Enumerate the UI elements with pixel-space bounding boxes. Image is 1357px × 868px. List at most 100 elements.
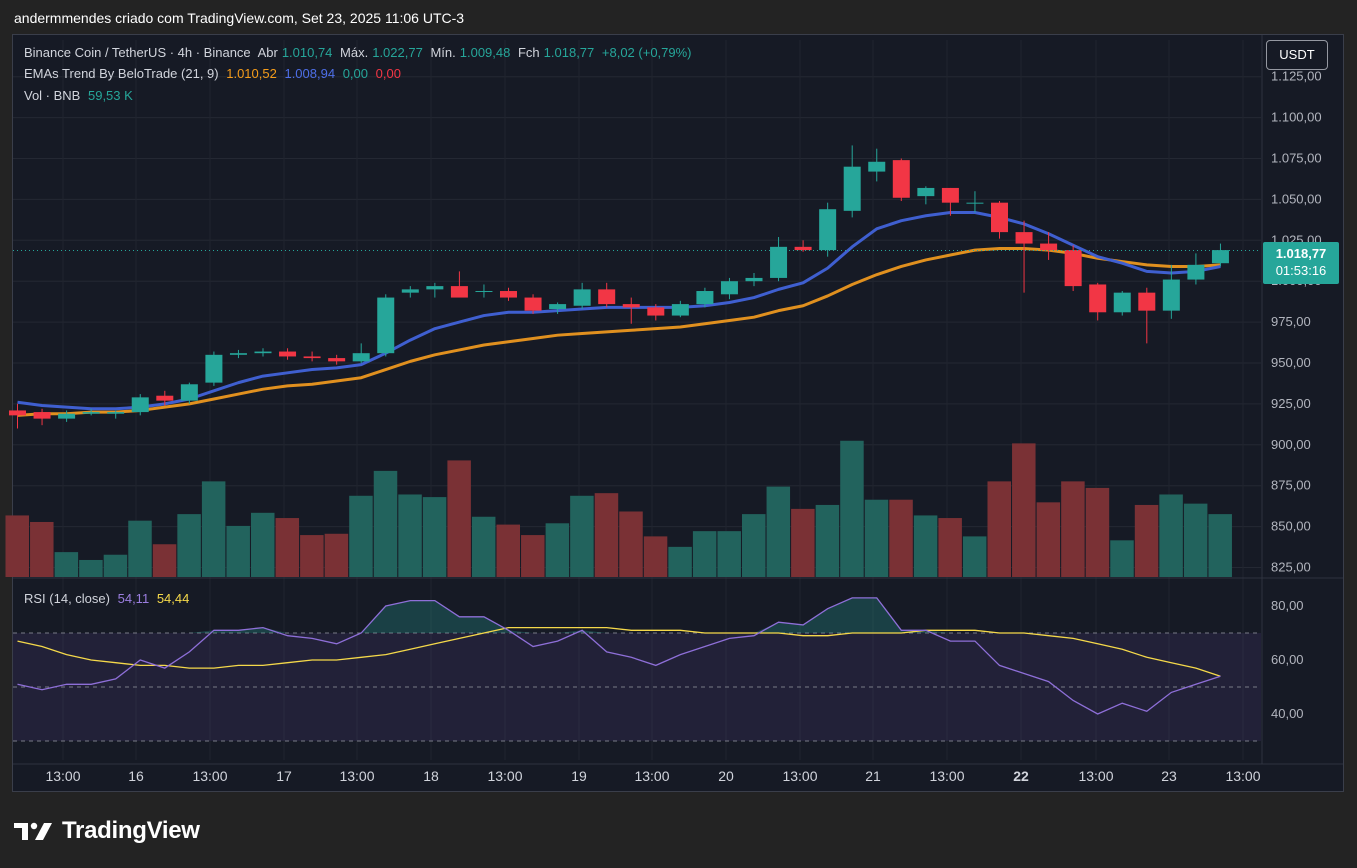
candle-body: [941, 187, 959, 203]
volume-bar: [619, 511, 643, 577]
volume-legend: Vol · BNB 59,53 K: [24, 88, 137, 103]
candle-body: [303, 356, 321, 359]
low-label: Mín.: [430, 45, 456, 60]
bar-countdown: 01:53:16: [1275, 263, 1327, 278]
time-axis-label: 20: [718, 768, 734, 784]
candle-body: [254, 351, 272, 354]
candle-body: [622, 304, 640, 308]
volume-bar: [1110, 540, 1134, 577]
ema-fast-value: 1.008,94: [284, 66, 336, 81]
candle-body: [524, 297, 542, 311]
volume-bar: [201, 481, 226, 577]
close-label: Fch: [517, 45, 540, 60]
time-axis-label: 13:00: [634, 768, 669, 784]
rsi-value: 54,11: [117, 591, 150, 606]
price-axis-label: 950,00: [1271, 355, 1311, 370]
volume-indicator-name[interactable]: Vol · BNB: [24, 88, 81, 103]
volume-bar: [1208, 514, 1232, 577]
price-axis-label: 1.125,00: [1271, 69, 1322, 84]
candle-body: [843, 166, 861, 211]
volume-bar: [398, 494, 422, 577]
symbol-name[interactable]: Binance Coin / TetherUS · 4h · Binance: [24, 45, 251, 60]
time-axis-label: 13:00: [782, 768, 817, 784]
candle-body: [426, 286, 444, 290]
candle-body: [966, 202, 984, 204]
high-label: Máx.: [340, 45, 369, 60]
candle-body: [573, 289, 591, 306]
volume-bar: [938, 518, 962, 577]
price-axis-label: 900,00: [1271, 437, 1311, 452]
candle-body: [794, 246, 812, 251]
tradingview-logo[interactable]: TradingView: [14, 816, 200, 846]
rsi-legend: RSI (14, close) 54,11 54,44: [24, 591, 193, 606]
price-axis-label: 825,00: [1271, 560, 1311, 575]
rsi-indicator-name[interactable]: RSI (14, close): [24, 591, 110, 606]
ema-value-3: 0,00: [342, 66, 369, 81]
candle-body: [745, 277, 763, 282]
candle-body: [549, 304, 567, 310]
volume-bar: [226, 525, 250, 577]
volume-bar: [30, 521, 54, 577]
symbol-legend: Binance Coin / TetherUS · 4h · Binance A…: [24, 45, 696, 60]
candle-body: [1040, 243, 1058, 251]
open-value: 1.010,74: [281, 45, 333, 60]
candle-body: [450, 286, 468, 298]
candle-body: [770, 246, 788, 278]
candle-body: [377, 297, 395, 354]
rsi-line: [17, 597, 1221, 715]
volume-bar: [815, 504, 840, 577]
volume-bar: [496, 524, 520, 577]
volume-bar: [889, 499, 913, 577]
high-value: 1.022,77: [372, 45, 423, 60]
volume-bar: [103, 554, 128, 577]
candle-body: [671, 304, 689, 316]
last-price: 1.018,77: [1275, 246, 1327, 261]
candle-body: [180, 384, 198, 401]
rsi-overbought-fill: [754, 597, 951, 633]
volume-bar: [275, 518, 300, 577]
candle-body: [1138, 292, 1156, 311]
candle-body: [1187, 264, 1205, 280]
currency-button[interactable]: USDT: [1266, 40, 1328, 70]
volume-bar: [79, 559, 103, 577]
candle-body: [500, 291, 517, 298]
volume-bar: [717, 531, 741, 577]
rsi-axis-label: 60,00: [1271, 652, 1304, 667]
volume-bar: [152, 544, 177, 577]
time-axis-label: 21: [865, 768, 881, 784]
candle-body: [892, 160, 910, 198]
rsi-axis-label: 80,00: [1271, 598, 1304, 613]
time-axis-label: 19: [571, 768, 587, 784]
volume-bar: [766, 486, 791, 577]
price-axis-label: 1.075,00: [1271, 151, 1322, 166]
volume-bar: [987, 481, 1011, 577]
candle-body: [58, 413, 76, 419]
candle-body: [156, 395, 174, 401]
candle-body: [475, 291, 493, 293]
volume-bar: [1061, 481, 1085, 577]
candle-body: [352, 353, 370, 362]
volume-bar: [324, 533, 349, 577]
candle-body: [647, 307, 665, 316]
volume-bar: [1159, 494, 1183, 577]
change-value: +8,02 (+0,79%): [601, 45, 692, 60]
volume-bar: [962, 536, 987, 577]
time-axis-label: 13:00: [192, 768, 227, 784]
volume-bar: [1085, 487, 1110, 577]
candle-body: [401, 289, 419, 293]
chart-caption: andermmendes criado com TradingView.com,…: [14, 10, 465, 26]
candle-body: [1089, 284, 1107, 313]
ema-indicator-name[interactable]: EMAs Trend By BeloTrade (21, 9): [24, 66, 219, 81]
volume-bar: [692, 531, 717, 577]
rsi-ma-line: [17, 626, 1221, 677]
price-axis-label: 1.100,00: [1271, 110, 1322, 125]
volume-bar: [545, 523, 570, 577]
volume-value: 59,53 K: [87, 88, 133, 103]
candle-body: [229, 353, 247, 355]
ema-9-line: [17, 210, 1221, 411]
candle-body: [205, 354, 223, 383]
last-price-tag: 1.018,77 01:53:16: [1263, 242, 1339, 284]
candle-body: [1015, 232, 1033, 244]
volume-bar: [840, 440, 864, 577]
